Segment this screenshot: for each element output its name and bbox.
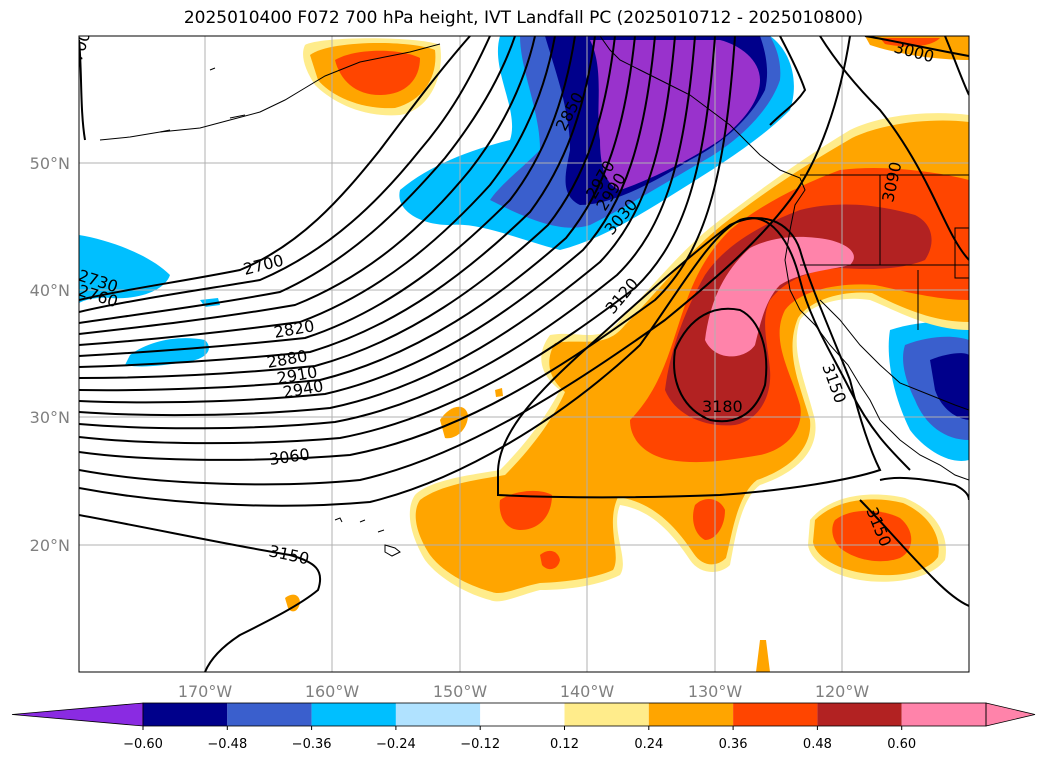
colorbar-segment xyxy=(480,703,565,726)
colorbar-extend-low xyxy=(11,702,144,727)
map-gridlines xyxy=(79,36,969,672)
lat-label: 40°N xyxy=(30,281,70,300)
colorbar-tick-label: −0.48 xyxy=(207,737,247,752)
colorbar-segments xyxy=(11,702,1036,727)
colorbar-segment xyxy=(311,703,396,726)
contour-label: 3180 xyxy=(702,397,743,416)
colorbar-segment xyxy=(395,703,481,726)
colorbar-segment xyxy=(143,703,228,726)
colorbar-ticks: −0.60 −0.48 −0.36 −0.24 −0.12 0.12 0.24 0.36 0.4… xyxy=(123,726,916,752)
lon-label: 140°W xyxy=(560,682,615,701)
lon-label: 170°W xyxy=(178,682,233,701)
height-contours xyxy=(79,36,969,672)
colorbar-segment xyxy=(564,703,649,726)
lat-label: 20°N xyxy=(30,536,70,555)
plot-frame xyxy=(78,35,970,673)
negative-anomaly-shading xyxy=(79,36,969,461)
longitude-labels: 170°W 160°W 150°W 140°W 130°W 120°W xyxy=(178,682,870,701)
lat-label: 50°N xyxy=(30,154,70,173)
colorbar-segment xyxy=(901,703,986,726)
colorbar-tick-label: 0.60 xyxy=(887,737,916,752)
colorbar-extend-high xyxy=(985,702,1036,727)
colorbar-tick-label: 0.12 xyxy=(550,737,579,752)
map-plot-area: 2700 2730 2760 2820 2880 2910 2940 3060 … xyxy=(79,36,969,672)
lon-label: 120°W xyxy=(815,682,870,701)
lon-label: 160°W xyxy=(305,682,360,701)
colorbar-segment xyxy=(648,703,734,726)
colorbar-tick-label: −0.24 xyxy=(376,737,416,752)
lon-label: 150°W xyxy=(433,682,488,701)
colorbar-segment xyxy=(227,703,312,726)
colorbar-tick-label: 0.48 xyxy=(803,737,832,752)
colorbar: −0.60 −0.48 −0.36 −0.24 −0.12 0.12 0.24 0.36 0.4… xyxy=(11,702,1036,752)
colorbar-tick-label: 0.24 xyxy=(634,737,663,752)
colorbar-tick-label: 0.36 xyxy=(719,737,748,752)
map-title: 2025010400 F072 700 hPa height, IVT Land… xyxy=(183,8,864,28)
colorbar-segment xyxy=(817,703,902,726)
colorbar-tick-label: −0.12 xyxy=(460,737,500,752)
colorbar-tick-label: −0.36 xyxy=(292,737,332,752)
colorbar-segment xyxy=(733,703,818,726)
lon-label: 130°W xyxy=(688,682,743,701)
lat-label: 30°N xyxy=(30,408,70,427)
coastlines xyxy=(99,36,969,557)
latitude-labels: 50°N 40°N 30°N 20°N xyxy=(30,154,70,555)
colorbar-tick-label: −0.60 xyxy=(123,737,163,752)
